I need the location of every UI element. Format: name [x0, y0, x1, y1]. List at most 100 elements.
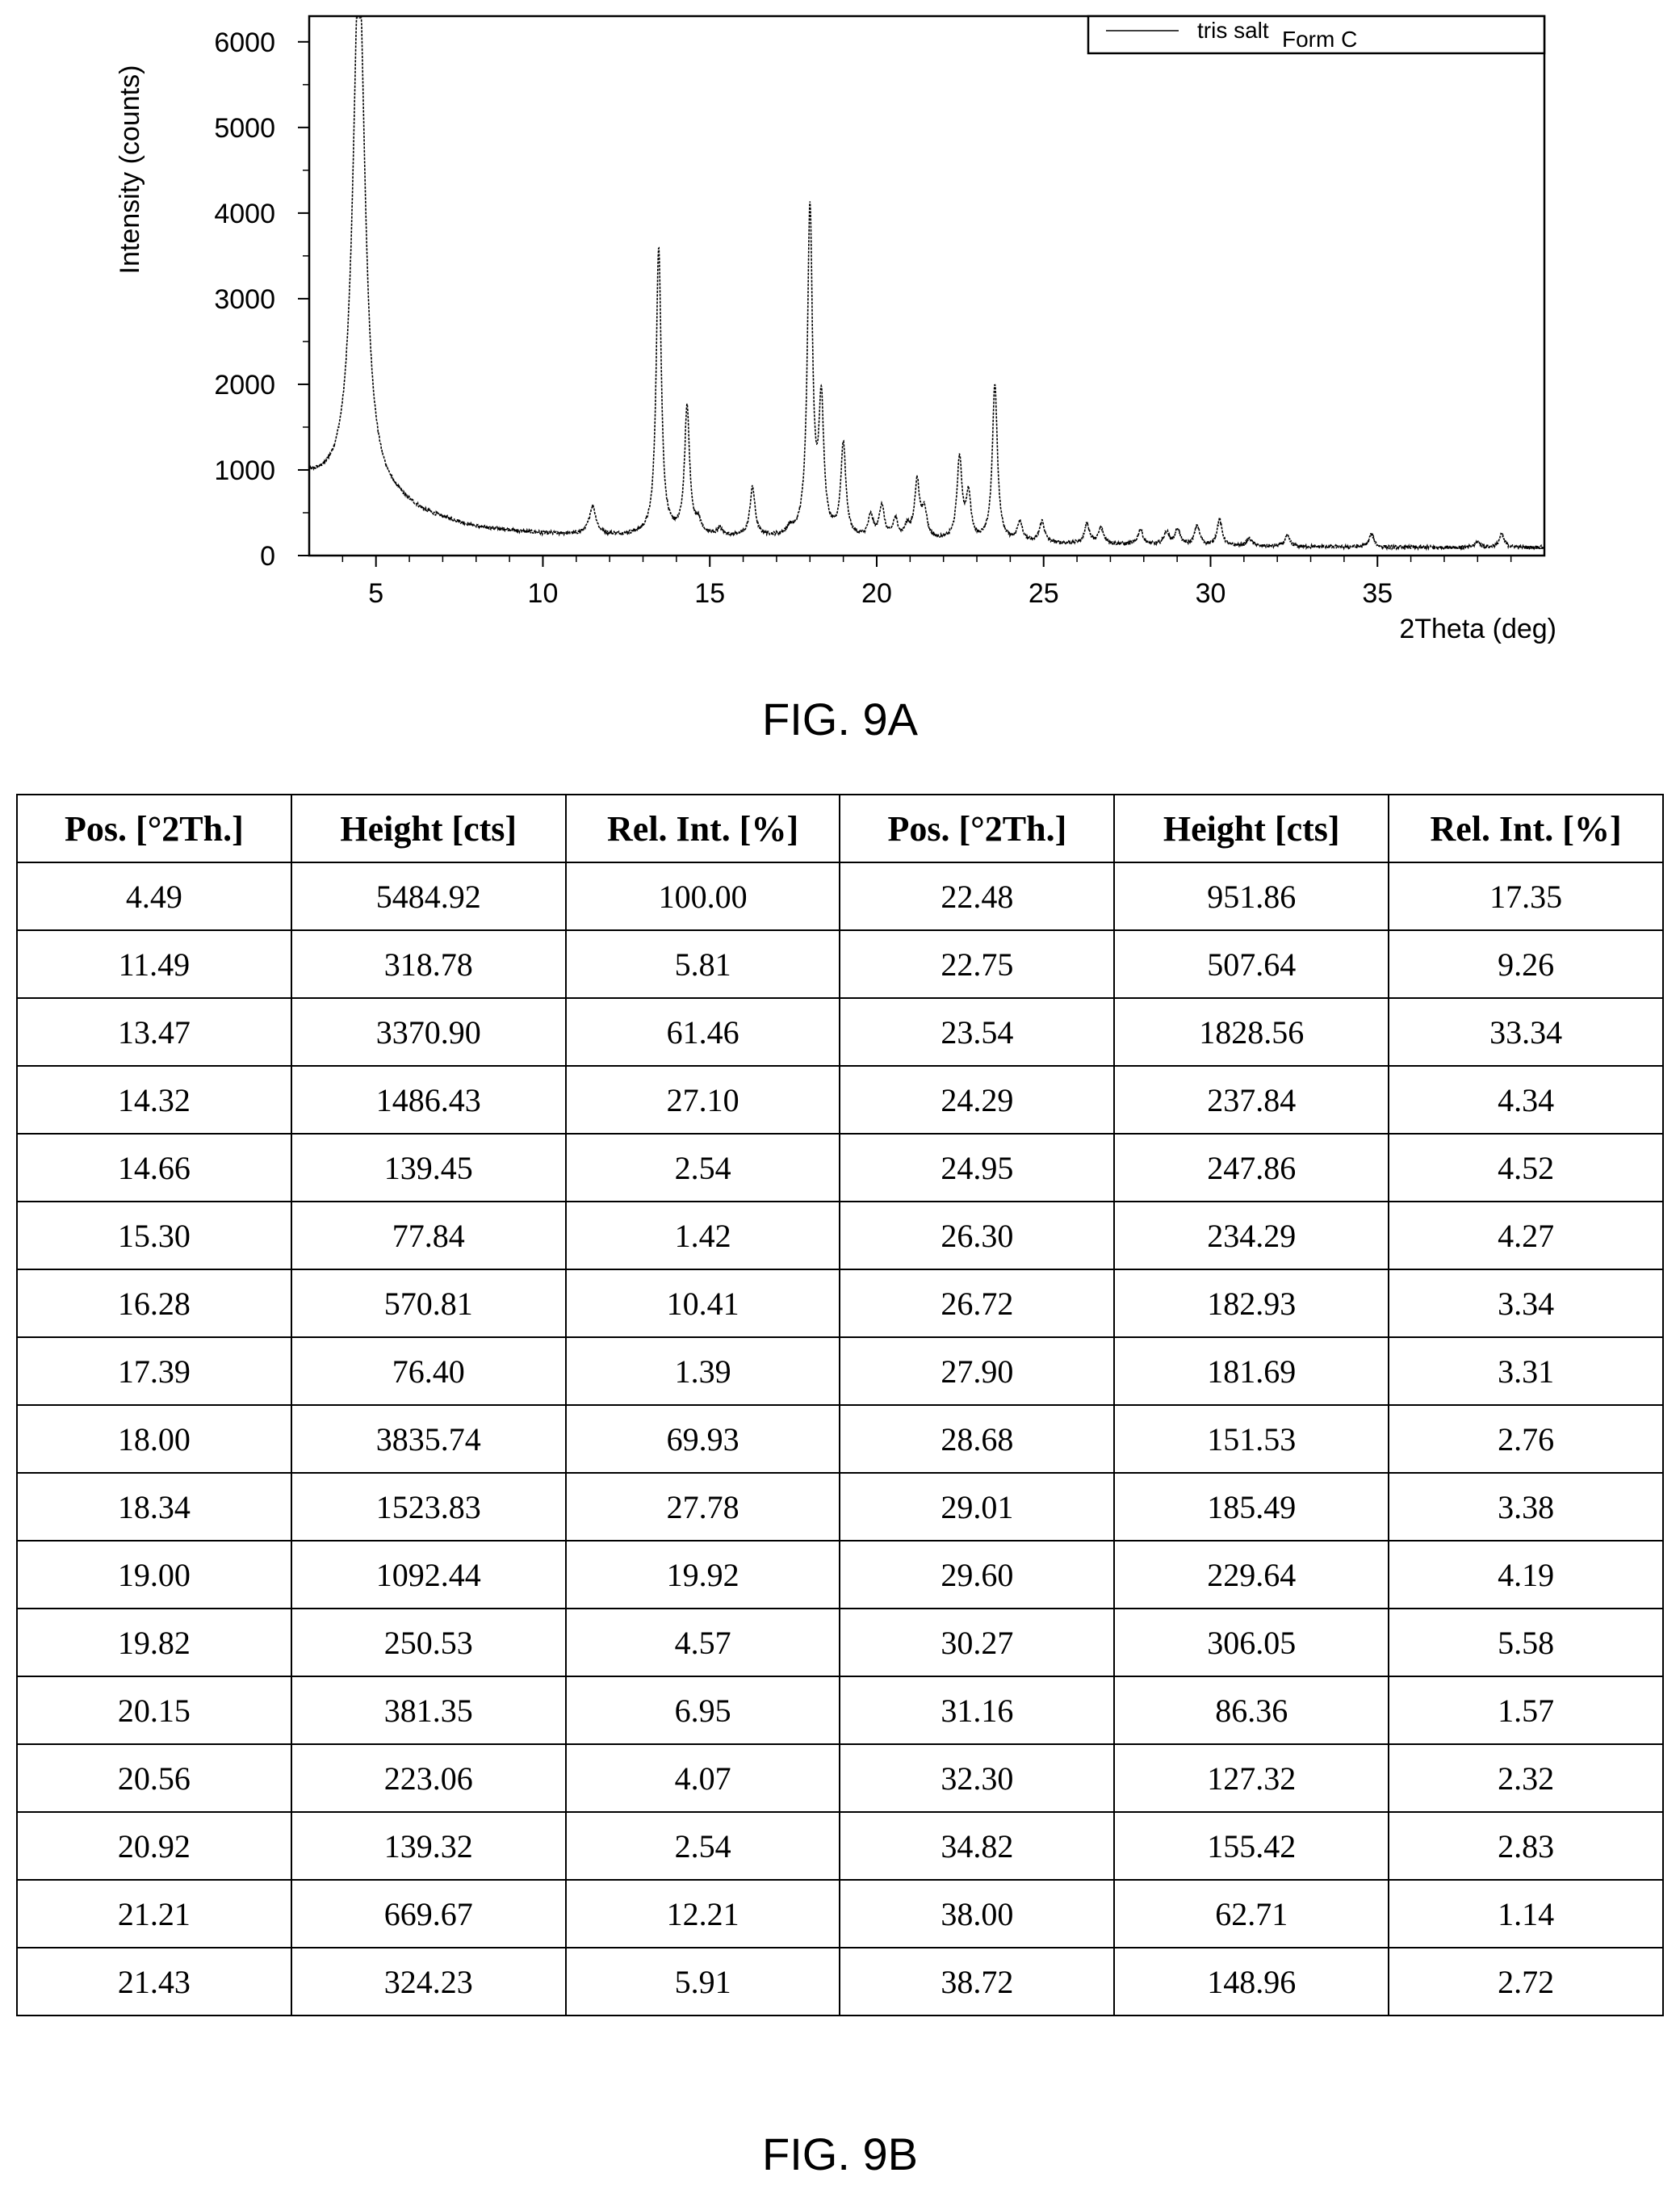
table-cell: 181.69 — [1113, 1336, 1390, 1406]
legend-box — [1087, 15, 1546, 55]
table-cell: 229.64 — [1113, 1540, 1390, 1609]
table-cell: 20.92 — [16, 1811, 292, 1881]
x-tick-label: 35 — [1362, 578, 1393, 609]
table-cell: 2.32 — [1388, 1743, 1664, 1813]
y-tick-label: 6000 — [214, 27, 275, 58]
table-cell: 4.07 — [564, 1743, 841, 1813]
table-body: 4.49 5484.92 100.00 22.48 951.86 17.35 11.49 31… — [16, 862, 1664, 2016]
table-cell: 10.41 — [564, 1269, 841, 1338]
x-tick-label: 25 — [1029, 578, 1059, 609]
table-cell: 4.52 — [1388, 1133, 1664, 1202]
y-tick-label: 1000 — [214, 455, 275, 486]
table-cell: 2.54 — [564, 1133, 841, 1202]
table-cell: 3.34 — [1388, 1269, 1664, 1338]
table-row: 18.00 3835.74 69.93 28.68 151.53 2.76 — [16, 1404, 1664, 1474]
table-cell: 318.78 — [290, 929, 567, 999]
table-cell: 1828.56 — [1113, 997, 1390, 1067]
table-cell: 247.86 — [1113, 1133, 1390, 1202]
table-row: 20.15 381.35 6.95 31.16 86.36 1.57 — [16, 1676, 1664, 1745]
table-cell: 2.83 — [1388, 1811, 1664, 1881]
figure-caption-9a: FIG. 9A — [762, 694, 918, 745]
legend: tris salt Form C — [1087, 15, 1546, 55]
table-cell: 20.15 — [16, 1676, 292, 1745]
legend-label-subscript: Form C — [1282, 27, 1357, 52]
table-cell: 27.90 — [839, 1336, 1116, 1406]
table-cell: 4.34 — [1388, 1065, 1664, 1135]
table-cell: 26.30 — [839, 1201, 1116, 1270]
x-tick-label: 15 — [694, 578, 725, 609]
table-cell: 22.48 — [839, 862, 1116, 931]
table-cell: 12.21 — [564, 1879, 841, 1948]
table-cell: 32.30 — [839, 1743, 1116, 1813]
table-cell: 1523.83 — [290, 1472, 567, 1542]
table-cell: 30.27 — [839, 1608, 1116, 1677]
table-cell: 2.54 — [564, 1811, 841, 1881]
table-row: 14.32 1486.43 27.10 24.29 237.84 4.34 — [16, 1065, 1664, 1135]
table-cell: 11.49 — [16, 929, 292, 999]
table-cell: 21.21 — [16, 1879, 292, 1948]
y-tick-label: 0 — [260, 541, 275, 572]
table-row: 17.39 76.40 1.39 27.90 181.69 3.31 — [16, 1336, 1664, 1406]
table-cell: 223.06 — [290, 1743, 567, 1813]
table-cell: 38.00 — [839, 1879, 1116, 1948]
peak-table: Pos. [°2Th.] Height [cts] Rel. Int. [%] Pos… — [16, 794, 1664, 2016]
table-cell: 19.82 — [16, 1608, 292, 1677]
y-tick-label: 4000 — [214, 199, 275, 229]
legend-label: tris salt — [1197, 18, 1269, 43]
table-cell: 5.81 — [564, 929, 841, 999]
table-cell: 570.81 — [290, 1269, 567, 1338]
table-cell: 77.84 — [290, 1201, 567, 1270]
table-row: 14.66 139.45 2.54 24.95 247.86 4.52 — [16, 1133, 1664, 1202]
table-header-cell: Rel. Int. [%] — [564, 794, 841, 863]
table-cell: 61.46 — [564, 997, 841, 1067]
table-cell: 13.47 — [16, 997, 292, 1067]
x-axis-label: 2Theta (deg) — [1399, 614, 1556, 644]
y-tick-label: 3000 — [214, 284, 275, 315]
plot-frame — [308, 15, 1546, 557]
table-cell: 6.95 — [564, 1676, 841, 1745]
table-cell: 18.00 — [16, 1404, 292, 1474]
table-row: 21.21 669.67 12.21 38.00 62.71 1.14 — [16, 1879, 1664, 1948]
x-tick-label: 20 — [861, 578, 892, 609]
table-cell: 14.66 — [16, 1133, 292, 1202]
table-cell: 2.72 — [1388, 1947, 1664, 2016]
table-header-cell: Pos. [°2Th.] — [16, 794, 292, 863]
y-axis-label: Intensity (counts) — [115, 65, 145, 275]
table-cell: 15.30 — [16, 1201, 292, 1270]
table-cell: 19.00 — [16, 1540, 292, 1609]
y-tick-label: 5000 — [214, 113, 275, 144]
table-cell: 17.39 — [16, 1336, 292, 1406]
y-axis-ticks: 0 1000 2000 3000 4000 5000 6000 — [214, 27, 309, 572]
series-line — [308, 17, 1545, 552]
table-header-cell: Rel. Int. [%] — [1388, 794, 1664, 863]
table-cell: 4.49 — [16, 862, 292, 931]
table-cell: 5.58 — [1388, 1608, 1664, 1677]
table-row: 11.49 318.78 5.81 22.75 507.64 9.26 — [16, 929, 1664, 999]
y-tick-label: 2000 — [214, 370, 275, 401]
x-tick-label: 10 — [528, 578, 559, 609]
table-cell: 33.34 — [1388, 997, 1664, 1067]
table-cell: 185.49 — [1113, 1472, 1390, 1542]
table-cell: 182.93 — [1113, 1269, 1390, 1338]
table-cell: 29.01 — [839, 1472, 1116, 1542]
table-cell: 34.82 — [839, 1811, 1116, 1881]
table-row: 18.34 1523.83 27.78 29.01 185.49 3.38 — [16, 1472, 1664, 1542]
table-cell: 5484.92 — [290, 862, 567, 931]
table-cell: 22.75 — [839, 929, 1116, 999]
table-cell: 4.57 — [564, 1608, 841, 1677]
table-header-cell: Pos. [°2Th.] — [839, 794, 1116, 863]
table-cell: 9.26 — [1388, 929, 1664, 999]
table-row: 15.30 77.84 1.42 26.30 234.29 4.27 — [16, 1201, 1664, 1270]
table-cell: 250.53 — [290, 1608, 567, 1677]
table-cell: 23.54 — [839, 997, 1116, 1067]
table-cell: 38.72 — [839, 1947, 1116, 2016]
table-cell: 234.29 — [1113, 1201, 1390, 1270]
table-row: 16.28 570.81 10.41 26.72 182.93 3.34 — [16, 1269, 1664, 1338]
table-cell: 669.67 — [290, 1879, 567, 1948]
table-cell: 1.39 — [564, 1336, 841, 1406]
table-cell: 27.10 — [564, 1065, 841, 1135]
table-cell: 27.78 — [564, 1472, 841, 1542]
table-cell: 76.40 — [290, 1336, 567, 1406]
x-tick-label: 5 — [368, 578, 383, 609]
